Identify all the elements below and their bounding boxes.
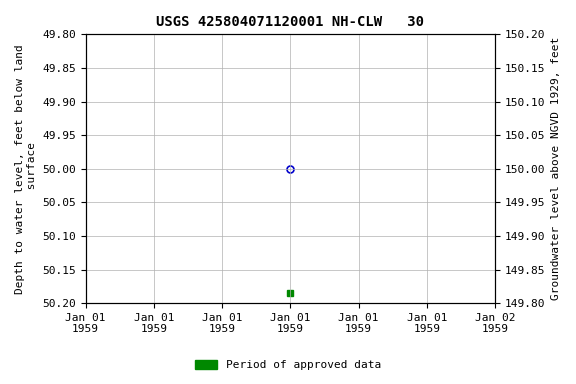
Y-axis label: Groundwater level above NGVD 1929, feet: Groundwater level above NGVD 1929, feet (551, 37, 561, 300)
Y-axis label: Depth to water level, feet below land
 surface: Depth to water level, feet below land su… (15, 44, 37, 294)
Title: USGS 425804071120001 NH-CLW   30: USGS 425804071120001 NH-CLW 30 (157, 15, 425, 29)
Legend: Period of approved data: Period of approved data (191, 356, 385, 375)
